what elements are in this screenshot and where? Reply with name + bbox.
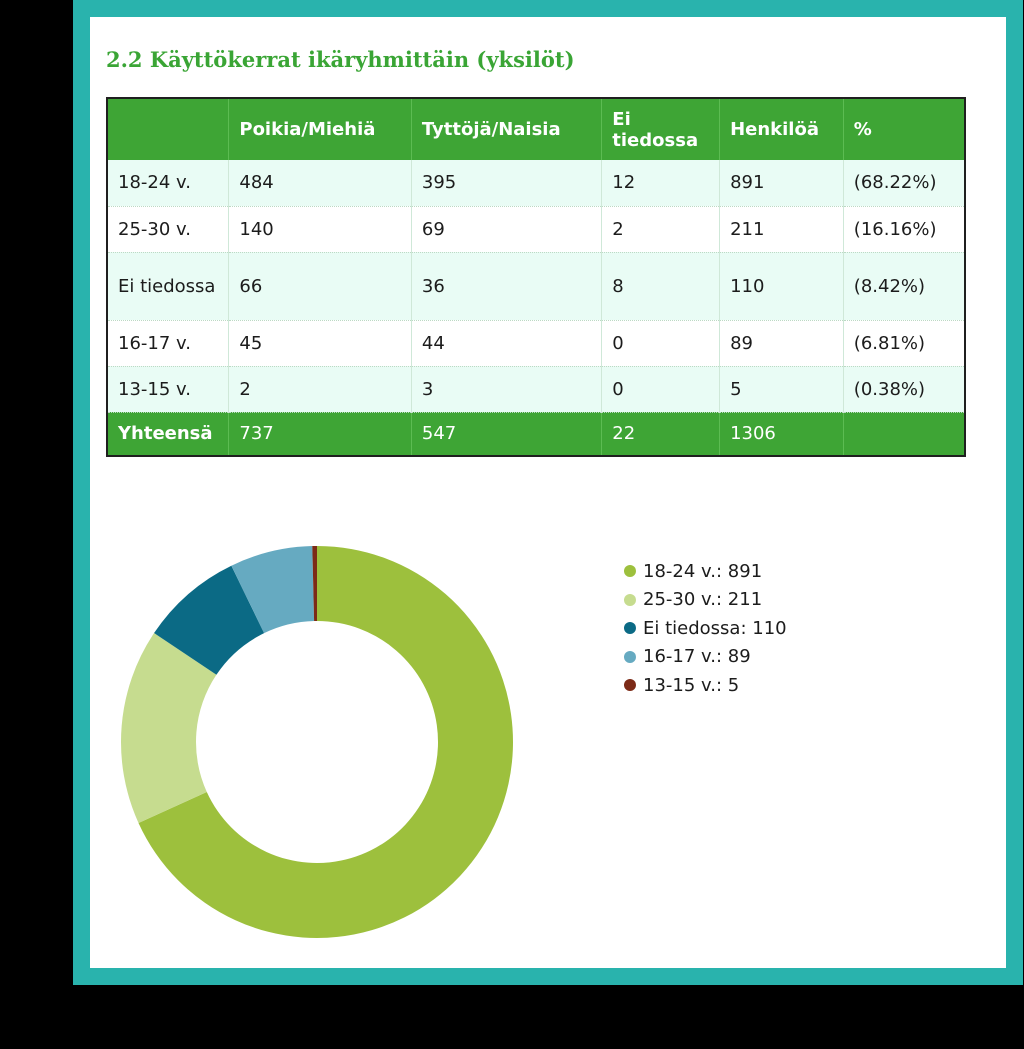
total-percent [843,412,966,457]
row-label: 13-15 v. [107,366,230,413]
cell-unknown: 8 [601,252,721,321]
report-panel: 2.2 Käyttökerrat ikäryhmittäin (yksilöt)… [90,17,1006,968]
legend-label: 16-17 v.: 89 [643,646,751,668]
cell-persons: 211 [719,206,844,253]
cell-percent: (8.42%) [843,252,966,321]
total-label: Yhteensä [107,412,230,457]
cell-persons: 110 [719,252,844,321]
cell-boys-men: 2 [228,366,412,413]
legend-swatch [624,679,636,692]
chart-legend: 18-24 v.: 891 25-30 v.: 211 Ei tiedossa:… [624,557,787,700]
table-row: Ei tiedossa 66 36 8 110 (8.42%) [107,252,966,321]
cell-persons: 891 [719,160,844,207]
cell-girls-women: 44 [411,320,603,367]
legend-item: 18-24 v.: 891 [624,557,787,586]
header-persons: Henkilöä [719,98,844,160]
cell-unknown: 2 [601,206,721,253]
legend-item: 16-17 v.: 89 [624,643,787,672]
legend-swatch [624,593,636,606]
cell-boys-men: 66 [228,252,412,321]
total-unknown: 22 [601,412,721,457]
header-age-group [107,98,230,160]
legend-item: 13-15 v.: 5 [624,671,787,700]
row-label: 25-30 v. [107,206,230,253]
cell-percent: (0.38%) [843,366,966,413]
cell-percent: (68.22%) [843,160,966,207]
cell-girls-women: 69 [411,206,603,253]
row-label: 18-24 v. [107,160,230,207]
cell-unknown: 12 [601,160,721,207]
table-header-row: Poikia/Miehiä Tyttöjä/Naisia Ei tiedossa… [107,98,966,160]
cell-unknown: 0 [601,366,721,413]
legend-label: Ei tiedossa: 110 [643,617,787,639]
legend-label: 13-15 v.: 5 [643,674,740,696]
cell-boys-men: 484 [228,160,412,207]
row-label: 16-17 v. [107,320,230,367]
header-girls-women: Tyttöjä/Naisia [411,98,603,160]
age-group-table: Poikia/Miehiä Tyttöjä/Naisia Ei tiedossa… [106,97,966,457]
cell-unknown: 0 [601,320,721,367]
table-row: 16-17 v. 45 44 0 89 (6.81%) [107,320,966,367]
legend-swatch [624,650,636,663]
legend-swatch [624,622,636,635]
table-total-row: Yhteensä 737 547 22 1306 [107,412,966,457]
legend-item: Ei tiedossa: 110 [624,614,787,643]
total-girls-women: 547 [411,412,603,457]
header-unknown: Ei tiedossa [601,98,721,160]
cell-girls-women: 395 [411,160,603,207]
donut-chart [120,546,513,938]
cell-boys-men: 140 [228,206,412,253]
total-boys-men: 737 [228,412,412,457]
section-title: 2.2 Käyttökerrat ikäryhmittäin (yksilöt) [106,47,575,72]
legend-item: 25-30 v.: 211 [624,586,787,615]
table-row: 13-15 v. 2 3 0 5 (0.38%) [107,366,966,413]
cell-percent: (16.16%) [843,206,966,253]
cell-persons: 5 [719,366,844,413]
table-row: 25-30 v. 140 69 2 211 (16.16%) [107,206,966,253]
total-persons: 1306 [719,412,844,457]
cell-girls-women: 36 [411,252,603,321]
cell-percent: (6.81%) [843,320,966,367]
table-row: 18-24 v. 484 395 12 891 (68.22%) [107,160,966,207]
row-label: Ei tiedossa [107,252,230,321]
cell-boys-men: 45 [228,320,412,367]
cell-persons: 89 [719,320,844,367]
header-percent: % [843,98,966,160]
donut-slice-3 [154,565,265,675]
donut-slice-2 [120,633,217,823]
cell-girls-women: 3 [411,366,603,413]
header-boys-men: Poikia/Miehiä [228,98,412,160]
donut-slice-5 [312,546,317,622]
outer-frame: 2.2 Käyttökerrat ikäryhmittäin (yksilöt)… [73,0,1023,985]
donut-slice-1 [138,546,513,938]
legend-label: 25-30 v.: 211 [643,589,763,611]
donut-slice-4 [231,546,315,634]
legend-swatch [624,565,636,578]
legend-label: 18-24 v.: 891 [643,560,763,582]
